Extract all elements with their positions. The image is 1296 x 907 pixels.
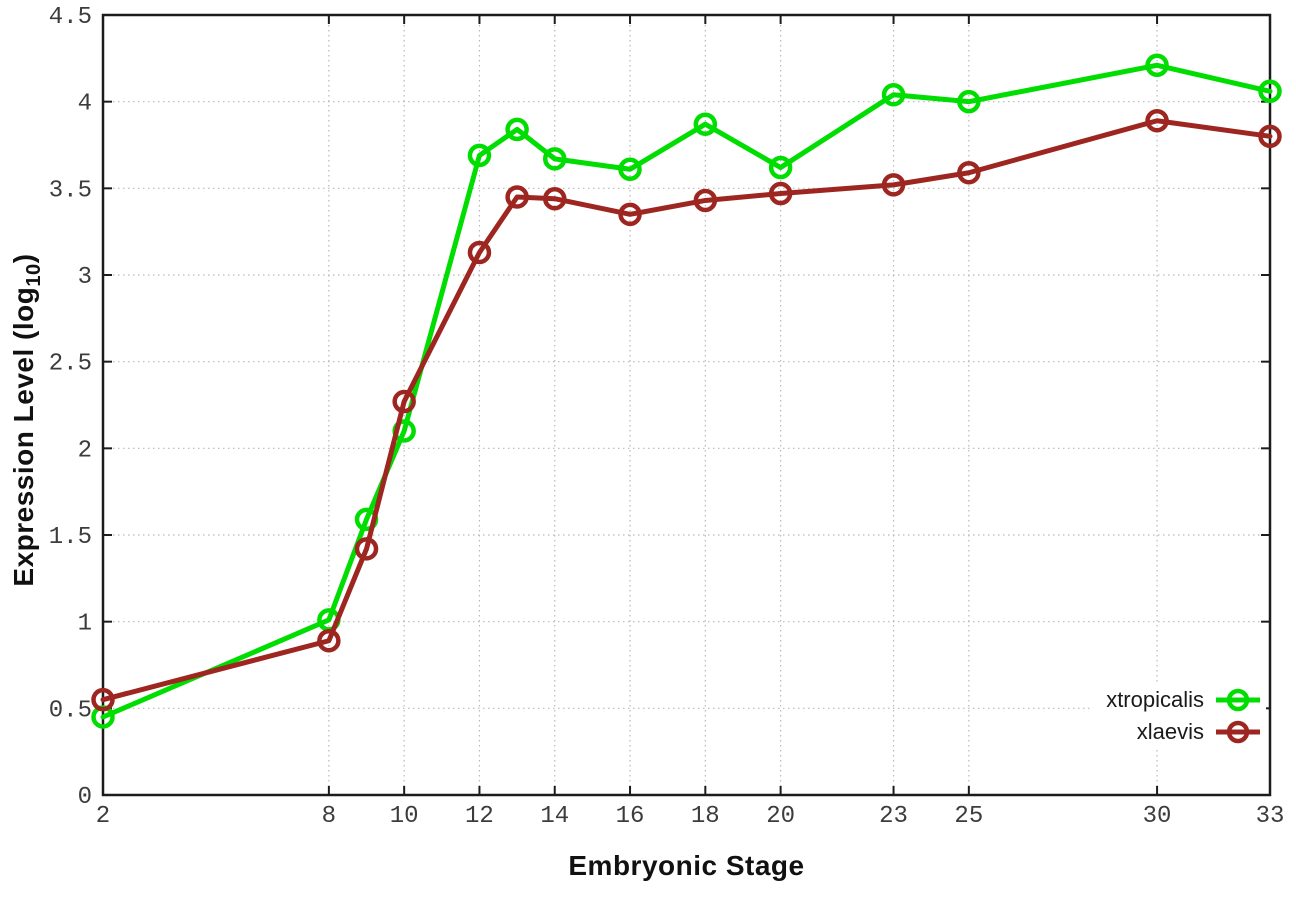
x-tick-label: 16 <box>616 803 645 830</box>
xtropicalis-marker <box>1145 53 1169 78</box>
x-tick-label: 33 <box>1256 803 1285 830</box>
legend-item-xlaevis: xlaevis <box>1106 716 1262 748</box>
xlaevis-marker <box>693 188 718 213</box>
legend-label-xtropicalis: xtropicalis <box>1106 687 1204 712</box>
x-tick-label: 10 <box>390 803 419 830</box>
y-tick-label: 3 <box>78 264 92 291</box>
y-tick-label: 2 <box>78 437 92 464</box>
xlaevis-marker <box>1145 108 1169 133</box>
y-axis-title-subscript: 10 <box>22 263 45 287</box>
xtropicalis-marker <box>881 82 906 107</box>
legend-label-xlaevis: xlaevis <box>1136 719 1204 744</box>
xlaevis-marker <box>957 160 981 185</box>
y-tick-label: 0 <box>78 784 92 811</box>
legend: xtropicalis xlaevis <box>1092 682 1266 750</box>
xlaevis-marker <box>91 687 115 712</box>
x-tick-label: 23 <box>879 803 908 830</box>
x-tick-label: 30 <box>1143 803 1172 830</box>
xlaevis-marker <box>467 240 492 265</box>
plot-border <box>101 13 1272 797</box>
xlaevis-marker <box>542 186 567 211</box>
y-tick-label: 1 <box>78 611 92 638</box>
y-axis-title-text: Expression Level (log <box>8 286 40 587</box>
x-tick-label: 14 <box>540 803 569 830</box>
xtropicalis-line <box>100 62 1273 720</box>
y-axis-title-close: ) <box>8 253 40 264</box>
x-axis-title: Embryonic Stage <box>568 850 805 881</box>
xlaevis-marker <box>317 628 341 653</box>
xlaevis-marker <box>881 173 906 197</box>
xtropicalis-marker <box>505 117 529 142</box>
y-tick-label: 0.5 <box>49 697 92 724</box>
y-tick-label: 3.5 <box>49 177 92 204</box>
y-tick-label: 1.5 <box>49 524 92 551</box>
x-tick-label: 25 <box>954 803 983 830</box>
x-tick-label: 12 <box>465 803 494 830</box>
x-tick-label: 8 <box>322 803 336 830</box>
y-tick-label: 2.5 <box>49 351 92 378</box>
y-tick-label: 4.5 <box>49 4 92 31</box>
x-tick-label: 18 <box>691 803 720 830</box>
xlaevis-line-marker-icon <box>1216 720 1260 744</box>
xlaevis-marker <box>354 537 379 561</box>
xtropicalis-marker <box>693 112 718 136</box>
xtropicalis-marker <box>542 147 567 171</box>
xlaevis-marker <box>768 181 793 206</box>
xtropicalis-marker <box>957 89 981 114</box>
x-tick-label: 2 <box>96 803 110 830</box>
xlaevis-marker <box>618 202 642 227</box>
xtropicalis-marker <box>768 155 793 180</box>
xtropicalis-line-marker-icon <box>1216 688 1260 712</box>
xlaevis-line <box>100 118 1273 703</box>
xlaevis-marker <box>505 185 529 209</box>
y-tick-label: 4 <box>78 91 92 118</box>
x-tick-label: 20 <box>766 803 795 830</box>
y-axis-title: Expression Level (log10) <box>8 253 46 586</box>
xtropicalis-marker <box>618 157 642 182</box>
xlaevis-marker <box>1258 124 1282 149</box>
legend-item-xtropicalis: xtropicalis <box>1106 684 1262 716</box>
xtropicalis-marker <box>467 143 492 168</box>
xlaevis-marker <box>392 389 416 414</box>
xtropicalis-marker <box>1258 79 1282 104</box>
